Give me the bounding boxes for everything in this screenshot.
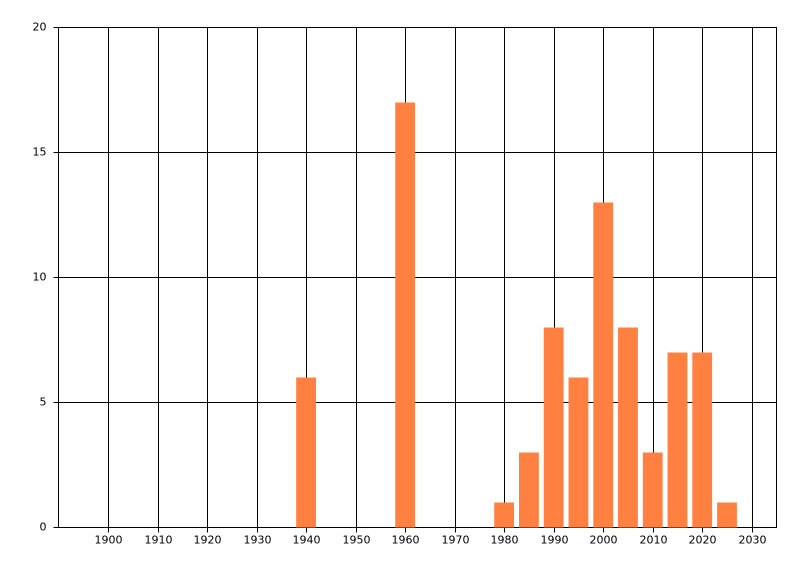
x-tick-label: 1950 [343,534,371,547]
x-tick-label: 1930 [244,534,272,547]
x-tick-label: 2010 [640,534,668,547]
x-tick-label: 1920 [194,534,222,547]
bar [494,502,515,528]
bar [543,327,564,528]
x-tick-label: 1940 [293,534,321,547]
y-tick-label: 0 [40,521,47,534]
bar [395,102,416,528]
x-tick-label: 1980 [491,534,519,547]
bar [519,452,539,528]
bar [593,202,614,528]
bar [692,352,713,528]
bar [642,452,663,528]
x-tick-label: 1900 [95,534,123,547]
bar [296,377,316,528]
x-tick-label: 2000 [590,534,618,547]
x-tick-label: 1960 [392,534,420,547]
y-tick-label: 10 [33,271,47,284]
y-tick-label: 5 [40,396,47,409]
bar [618,327,638,528]
bar [667,352,688,528]
bar [568,377,589,528]
bar [717,502,737,528]
x-tick-label: 1910 [145,534,173,547]
y-tick-label: 20 [33,21,47,34]
x-tick-label: 2020 [689,534,717,547]
x-tick-label: 1970 [442,534,470,547]
y-tick-label: 15 [33,146,47,159]
x-tick-label: 1990 [541,534,569,547]
x-tick-label: 2030 [739,534,767,547]
